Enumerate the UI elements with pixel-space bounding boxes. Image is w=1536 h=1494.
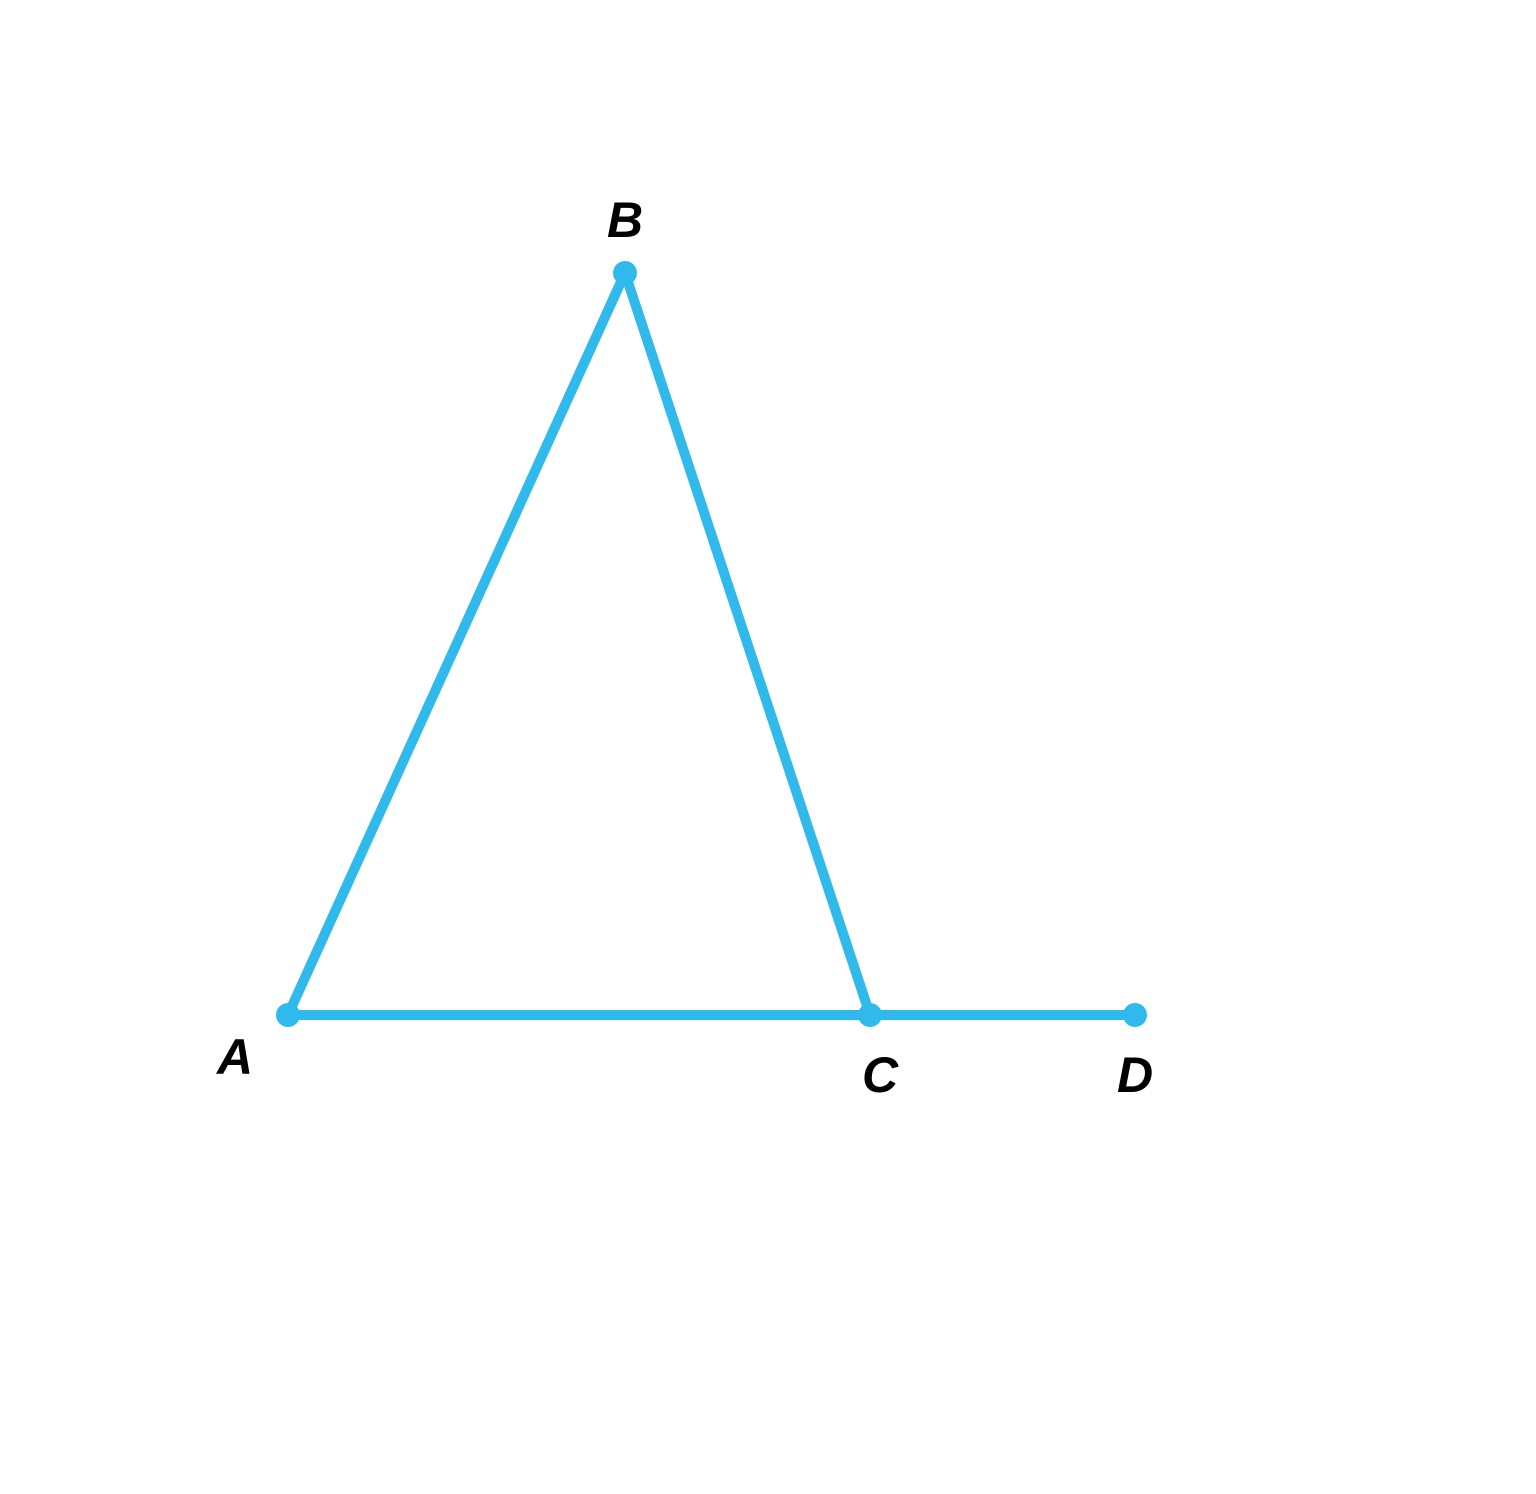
label-A: A <box>217 1028 253 1086</box>
label-D: D <box>1117 1046 1153 1104</box>
point-A <box>276 1003 300 1027</box>
diagram-svg <box>0 0 1536 1494</box>
diagram-background <box>0 0 1536 1494</box>
point-D <box>1123 1003 1147 1027</box>
label-B: B <box>607 191 643 249</box>
point-C <box>858 1003 882 1027</box>
label-C: C <box>862 1046 898 1104</box>
geometry-diagram: A B C D <box>0 0 1536 1494</box>
point-B <box>613 261 637 285</box>
